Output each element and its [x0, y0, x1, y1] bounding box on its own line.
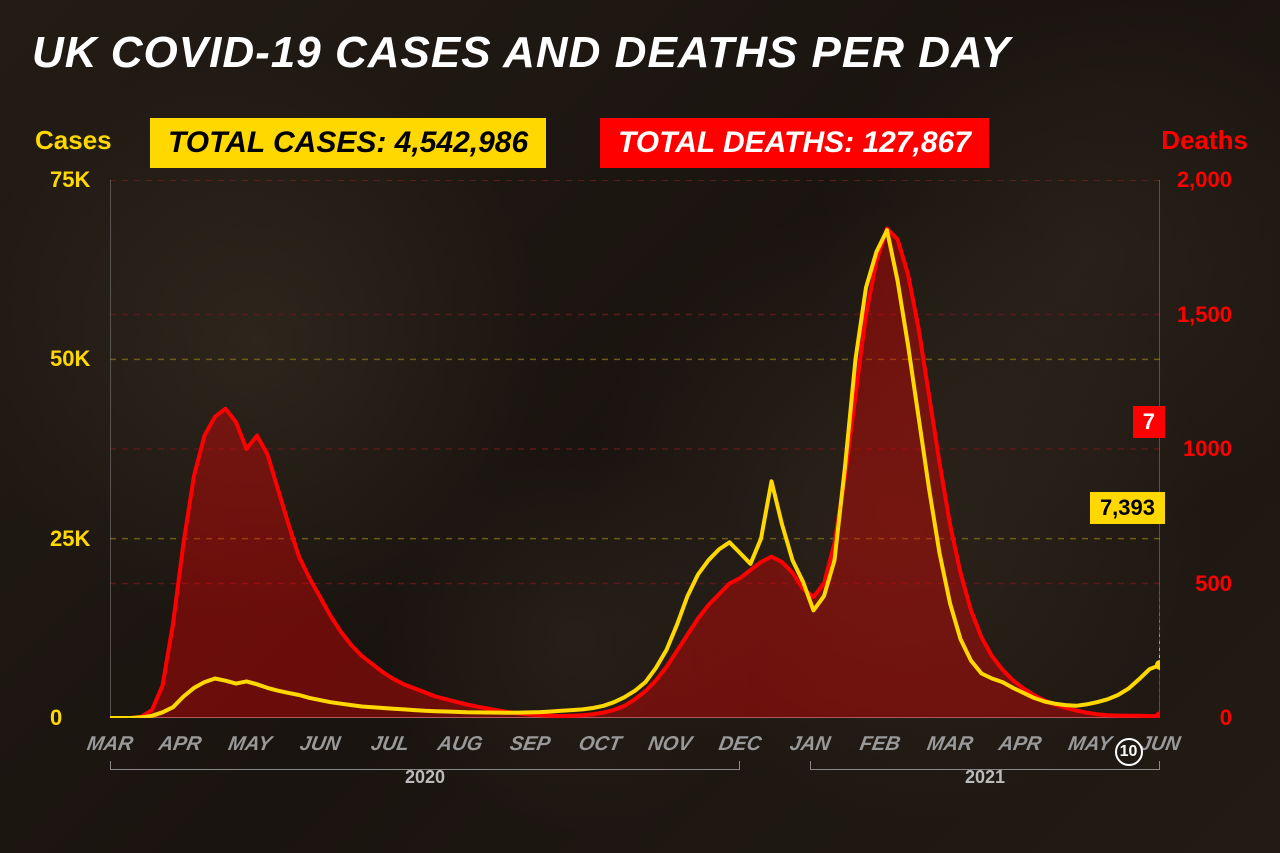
x-tick-month: MAR	[925, 733, 975, 756]
x-tick-month: JUN	[298, 733, 342, 756]
y-tick-right: 2,000	[1177, 167, 1232, 193]
chart-title: UK COVID-19 CASES AND DEATHS PER DAY	[32, 28, 1011, 78]
x-tick-month: NOV	[646, 733, 693, 756]
x-tick-month: SEP	[508, 733, 552, 756]
x-tick-month: OCT	[577, 733, 623, 756]
total-cases-badge: TOTAL CASES: 4,542,986	[150, 118, 546, 168]
y-tick-right: 500	[1195, 571, 1232, 597]
plot-svg	[110, 180, 1160, 718]
x-tick-month: JUL	[369, 733, 411, 756]
y-tick-left: 50K	[50, 346, 90, 372]
y-tick-left: 0	[50, 705, 62, 731]
end-day-marker: 10	[1115, 738, 1143, 766]
y-tick-right: 1,500	[1177, 302, 1232, 328]
x-tick-month: FEB	[858, 733, 902, 756]
right-axis-label: Deaths	[1161, 125, 1248, 156]
x-tick-month: JAN	[788, 733, 832, 756]
x-tick-month: AUG	[436, 733, 485, 756]
y-tick-right: 0	[1220, 705, 1232, 731]
left-axis-label: Cases	[35, 125, 112, 156]
x-tick-month: MAR	[85, 733, 135, 756]
x-tick-month: APR	[997, 733, 1043, 756]
plot-region: 025K50K75K050010001,5002,000MARAPRMAYJUN…	[110, 180, 1160, 718]
x-tick-month: APR	[157, 733, 203, 756]
x-tick-month: JUN	[1138, 733, 1182, 756]
cases-callout: 7,393	[1090, 492, 1165, 524]
y-tick-left: 25K	[50, 526, 90, 552]
chart-area: Cases Deaths TOTAL CASES: 4,542,986 TOTA…	[30, 100, 1250, 823]
y-tick-right: 1000	[1183, 436, 1232, 462]
x-tick-month: DEC	[717, 733, 763, 756]
total-deaths-badge: TOTAL DEATHS: 127,867	[600, 118, 989, 168]
x-tick-month: MAY	[1066, 733, 1113, 756]
x-tick-month: MAY	[226, 733, 273, 756]
deaths-callout: 7	[1133, 406, 1165, 438]
year-label: 2020	[405, 767, 445, 788]
year-label: 2021	[965, 767, 1005, 788]
y-tick-left: 75K	[50, 167, 90, 193]
